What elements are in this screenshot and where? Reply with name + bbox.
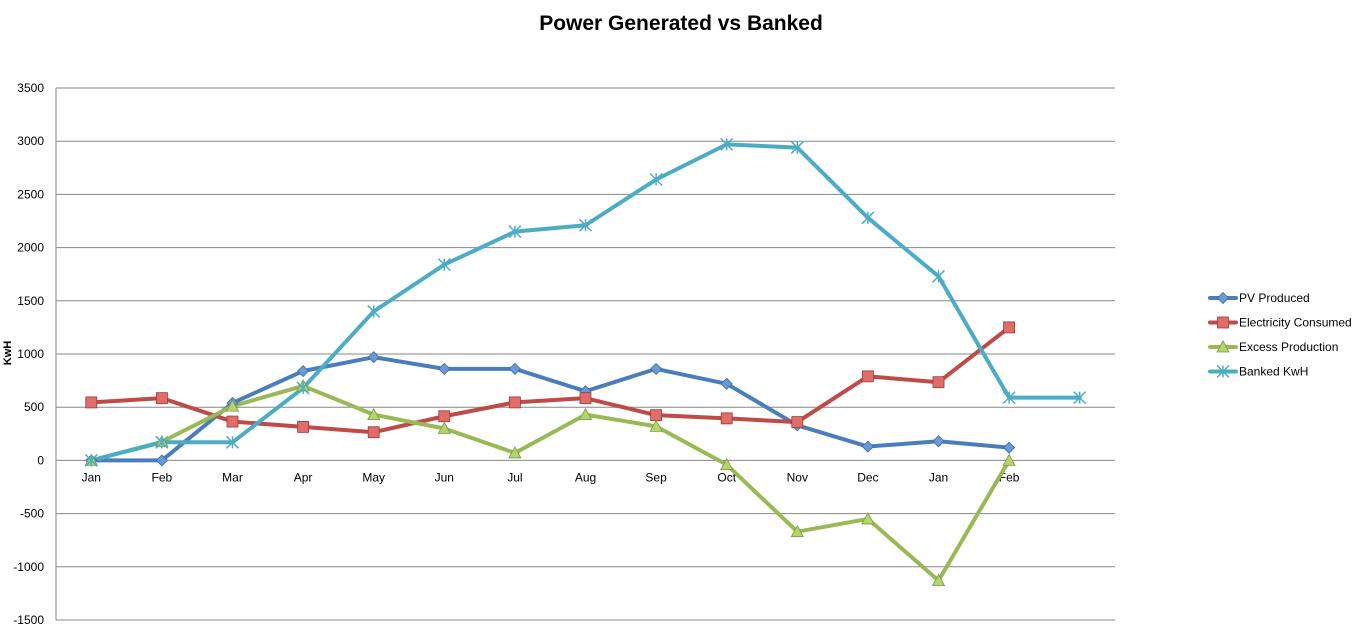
axes: 3500 3000 2500 2000 1500 1000 500 0 -500 -1000 -15…	[13, 81, 1019, 627]
x-tick-label: Feb	[152, 470, 173, 484]
data-point	[791, 416, 804, 428]
data-point	[508, 225, 522, 239]
data-point	[790, 141, 804, 155]
y-tick-label: 3000	[17, 134, 44, 148]
data-point	[367, 351, 380, 364]
data-point	[1003, 321, 1015, 334]
gridlines	[56, 87, 1115, 621]
data-point	[720, 137, 734, 151]
legend-entry: Excess Production	[1208, 340, 1338, 354]
x-tick-label: Nov	[787, 470, 808, 484]
data-point	[1073, 391, 1087, 405]
x-tick-label: Aug	[575, 470, 596, 484]
data-point	[1003, 441, 1016, 454]
y-tick-label: 2500	[17, 187, 44, 201]
data-point	[650, 409, 662, 422]
legend-entry: PV Produced	[1208, 291, 1310, 305]
x-tick-label: Feb	[999, 470, 1020, 484]
chart-title: Power Generated vs Banked	[539, 12, 823, 35]
data-point	[297, 420, 310, 433]
data-point	[508, 446, 522, 459]
data-point	[155, 435, 169, 449]
y-tick-label: 1000	[17, 347, 44, 361]
legend-marker	[1217, 316, 1229, 329]
data-point	[861, 512, 875, 525]
data-point	[226, 415, 239, 428]
data-point	[438, 410, 451, 423]
x-tick-label: Jan	[929, 470, 948, 484]
data-point	[367, 304, 381, 318]
legend-marker	[1216, 340, 1230, 353]
data-point	[650, 362, 663, 375]
legend-entry: Electricity Consumed	[1208, 316, 1352, 330]
legend-label: Excess Production	[1239, 340, 1338, 354]
series-line-1	[89, 325, 1012, 435]
x-tick-label: Oct	[717, 470, 736, 484]
x-tick-label: Jul	[507, 470, 522, 484]
legend-label: Electricity Consumed	[1239, 316, 1352, 330]
data-point	[225, 399, 240, 412]
data-point	[932, 376, 945, 389]
data-point	[931, 269, 946, 283]
data-point	[579, 392, 592, 405]
x-tick-label: May	[362, 470, 385, 484]
data-point	[578, 407, 593, 421]
x-tick-label: Apr	[294, 470, 313, 484]
legend-marker	[1216, 364, 1230, 379]
data-point	[931, 573, 946, 587]
series-line-2	[89, 383, 1012, 583]
x-tick-label: Jan	[82, 470, 101, 484]
data-point	[861, 440, 874, 453]
x-tick-label: Dec	[857, 470, 878, 484]
data-point	[862, 370, 874, 383]
data-point	[932, 435, 945, 448]
data-point	[437, 258, 451, 272]
x-tick-label: Jun	[435, 470, 454, 484]
x-tick-label: Mar	[222, 470, 243, 484]
y-tick-label: 0	[37, 453, 44, 467]
legend-marker	[1216, 291, 1230, 305]
data-point	[720, 412, 733, 425]
data-point	[720, 457, 734, 471]
data-point	[297, 364, 310, 378]
data-point	[649, 172, 663, 187]
data-point	[649, 419, 663, 432]
data-point	[578, 218, 593, 232]
data-point	[720, 377, 733, 390]
data-point	[438, 362, 451, 375]
y-tick-label: -1000	[13, 560, 44, 574]
data-point	[84, 453, 98, 467]
data-point	[508, 362, 521, 375]
series-lines	[84, 137, 1087, 587]
data-point	[155, 454, 168, 467]
legend-label: Banked KwH	[1239, 365, 1308, 379]
y-tick-label: -1500	[13, 613, 44, 627]
y-tick-label: 3500	[17, 81, 44, 95]
data-point	[296, 381, 310, 395]
x-tick-label: Sep	[645, 470, 667, 484]
data-point	[861, 211, 875, 225]
data-point	[367, 426, 380, 439]
legend-label: PV Produced	[1239, 291, 1310, 305]
legend-entry: Banked KwH	[1208, 364, 1308, 379]
y-tick-label: 500	[24, 400, 44, 414]
data-point	[790, 524, 804, 538]
data-point	[1002, 453, 1016, 466]
data-point	[85, 396, 98, 409]
data-point	[225, 435, 240, 449]
y-axis-title: KwH	[2, 341, 14, 366]
y-tick-label: -500	[20, 507, 44, 521]
series-line-0	[89, 355, 1012, 463]
data-point	[437, 421, 451, 434]
data-point	[367, 407, 381, 421]
y-tick-label: 2000	[17, 241, 44, 255]
data-point	[1002, 391, 1016, 405]
legend: PV Produced Electricity Consumed Excess Pr…	[1208, 291, 1352, 379]
y-tick-label: 1500	[17, 294, 44, 308]
data-point	[155, 392, 168, 405]
data-point	[508, 396, 521, 409]
